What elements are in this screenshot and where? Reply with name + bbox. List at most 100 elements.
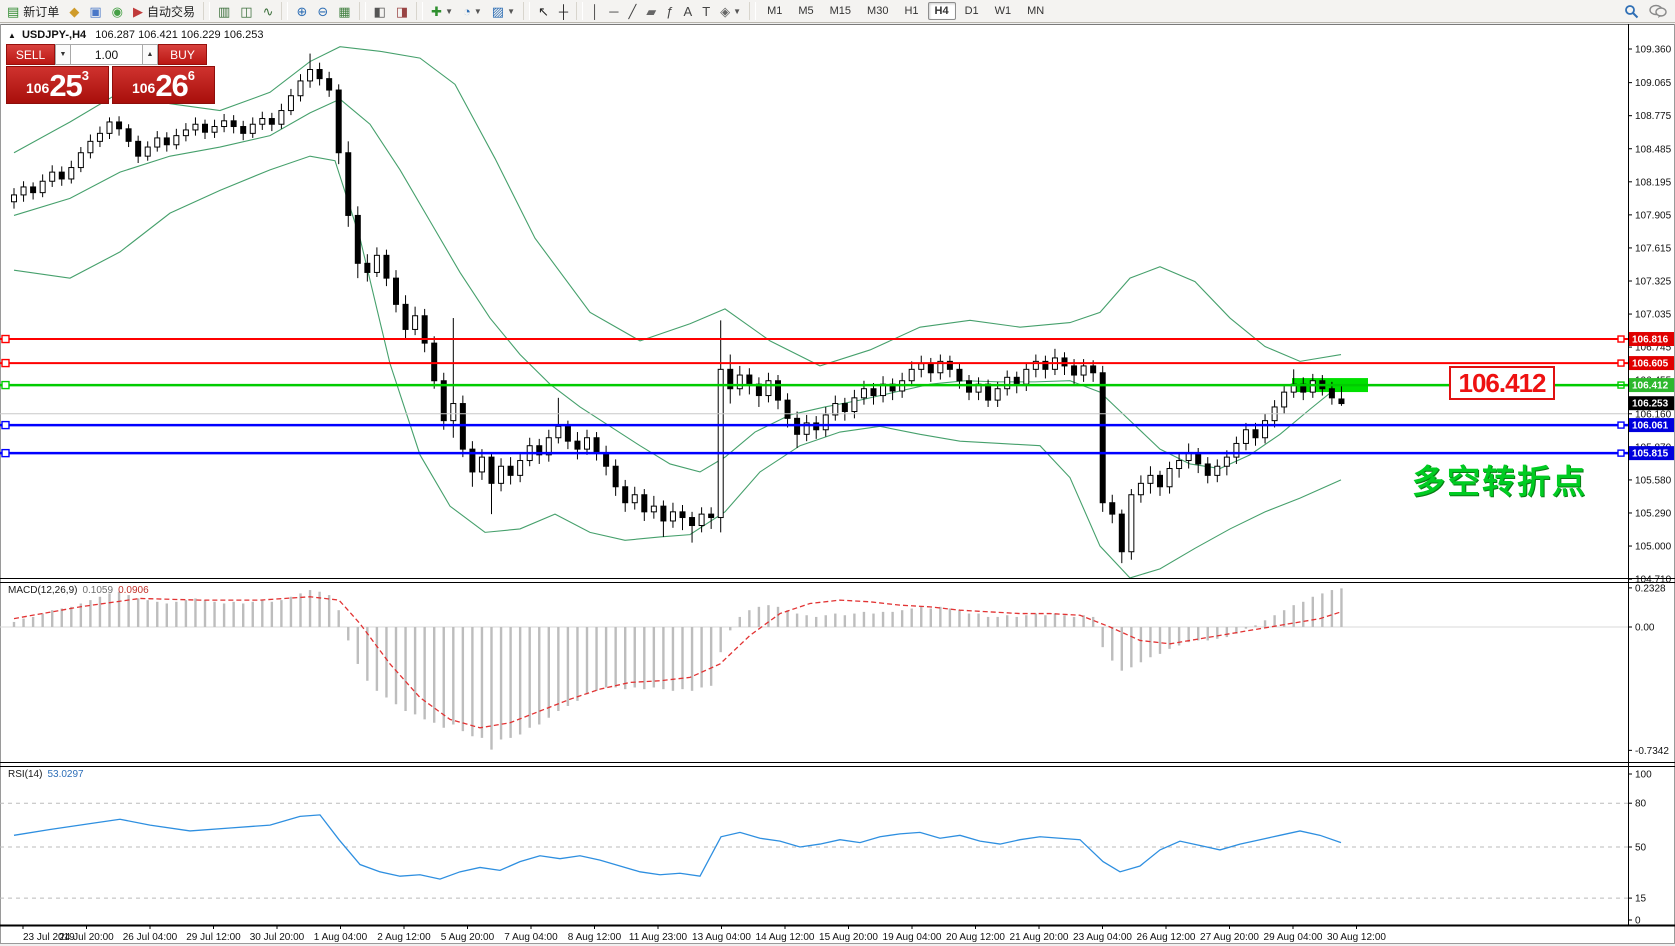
trendline-button[interactable]: ╱	[624, 0, 640, 22]
svg-text:105.815: 105.815	[1632, 449, 1669, 460]
dropdown-caret-icon[interactable]: ▼	[473, 6, 482, 16]
templates-button[interactable]: ▨ ▼	[488, 0, 519, 22]
toolbar: ▤ 新订单 ◆ ▣ ◉ ▶ 自动交易 ▥ ◫ ∿ ⊕ ⊖ ▦ ◧ ◨ ✚ ▼ ◔ ▼ ▨ ▼ ↖ ┼ │ ─ ╱ ▰ ƒ A T ◈ ▼ M1…	[0, 0, 1675, 23]
sell-button[interactable]: SELL	[6, 44, 55, 65]
svg-text:108.775: 108.775	[1635, 111, 1672, 122]
community-icon-button[interactable]: ▣	[85, 0, 105, 22]
text-button[interactable]: A	[680, 0, 697, 22]
volume-input[interactable]	[71, 44, 142, 65]
dropdown-caret-icon[interactable]: ▼	[507, 6, 515, 16]
channel-button[interactable]: ▰	[642, 0, 660, 22]
macd-signal-value: 0.0906	[118, 585, 149, 596]
bar-chart-button[interactable]: ▥	[214, 0, 234, 22]
templates-icon: ▨	[491, 3, 505, 19]
line-anchor-icon[interactable]	[1, 358, 10, 368]
svg-text:106.745: 106.745	[1635, 343, 1672, 354]
signals-icon-button[interactable]: ◉	[108, 0, 127, 22]
timeframe-button-M5[interactable]: M5	[798, 5, 814, 17]
timeframe-toolbar: M1 M5 M15 M30 H1 H4 D1 W1 MN	[759, 2, 1052, 20]
tile-windows-button[interactable]: ▦	[334, 0, 354, 22]
price-axis[interactable]: 109.360 109.065 108.775 108.485 108.195 107.9…	[1628, 24, 1674, 927]
auto-scroll-button[interactable]: ◧	[370, 0, 390, 22]
buy-price-display[interactable]: 106 26 6	[112, 66, 215, 104]
timeframe-button-W1[interactable]: W1	[994, 5, 1012, 17]
chat-icon[interactable]	[1649, 4, 1667, 19]
zoom-in-button[interactable]: ⊕	[292, 0, 311, 22]
chart-symbol-header: ▲ USDJPY-,H4 106.287 106.421 106.229 106…	[8, 29, 263, 41]
timeframe-button-H1[interactable]: H1	[904, 5, 919, 17]
time-label: 27 Aug 20:00	[1200, 932, 1259, 943]
bar-chart-icon: ▥	[217, 3, 231, 19]
market-icon-button[interactable]: ◆	[65, 0, 83, 22]
price-badge-105.815	[1629, 446, 1674, 461]
shift-chart-button[interactable]: ◨	[392, 0, 412, 22]
indicators-button[interactable]: ✚ ▼	[427, 0, 457, 22]
autotrading-button[interactable]: ▶ 自动交易	[129, 0, 199, 22]
timeframe-button-H4[interactable]: H4	[927, 2, 956, 20]
toolbar-left-group: ▤ 新订单 ◆ ▣ ◉ ▶ 自动交易 ▥ ◫ ∿ ⊕ ⊖ ▦ ◧ ◨ ✚ ▼ ◔ ▼ ▨ ▼ ↖ ┼ │ ─ ╱ ▰ ƒ A T ◈ ▼	[2, 0, 759, 22]
time-label: 24 Jul 20:00	[59, 932, 114, 943]
timeframe-button-M30[interactable]: M30	[867, 5, 889, 17]
arrows-button[interactable]: ◈ ▼	[716, 0, 745, 22]
periods-button[interactable]: ◔ ▼	[459, 0, 486, 22]
timeframe-button-M15[interactable]: M15	[829, 5, 852, 17]
time-label: 11 Aug 23:00	[629, 932, 688, 943]
time-label: 26 Aug 12:00	[1137, 932, 1196, 943]
timeframe-button-M1[interactable]: M1	[767, 5, 783, 17]
buy-button[interactable]: BUY	[158, 44, 207, 65]
symbol-collapse-icon[interactable]: ▲	[8, 31, 16, 40]
time-label: 23 Aug 04:00	[1073, 932, 1132, 943]
search-icon[interactable]	[1624, 4, 1639, 19]
zoom-out-button[interactable]: ⊖	[313, 0, 332, 22]
timeframe-button-MN[interactable]: MN	[1027, 5, 1045, 17]
dropdown-caret-icon[interactable]: ▼	[733, 6, 742, 16]
buy-price-prefix: 106	[131, 80, 156, 96]
line-anchor-icon[interactable]	[1, 448, 10, 458]
svg-text:50: 50	[1635, 843, 1647, 854]
sell-price-pip: 3	[81, 68, 90, 83]
line-anchor-icon[interactable]	[1617, 421, 1625, 429]
autotrading-icon: ▶	[132, 3, 143, 19]
hline-button[interactable]: ─	[605, 0, 622, 22]
fibonacci-button[interactable]: ƒ	[662, 0, 677, 22]
zoom-in-icon: ⊕	[296, 3, 308, 19]
line-anchor-icon[interactable]	[1617, 359, 1625, 367]
vline-button[interactable]: │	[587, 0, 603, 22]
time-label: 14 Aug 12:00	[756, 932, 815, 943]
dropdown-caret-icon[interactable]: ▼	[445, 6, 453, 16]
time-label: 26 Jul 04:00	[123, 932, 178, 943]
label-button[interactable]: T	[698, 0, 714, 22]
volume-down-button[interactable]: ▼	[55, 44, 71, 65]
svg-text:106.605: 106.605	[1632, 359, 1669, 370]
toolbar-divider	[523, 2, 530, 20]
svg-text:105.000: 105.000	[1635, 542, 1672, 553]
svg-text:109.065: 109.065	[1635, 78, 1672, 89]
svg-text:106.061: 106.061	[1632, 421, 1669, 432]
new-order-icon: ▤	[7, 3, 20, 19]
auto-scroll-icon: ◧	[373, 3, 386, 19]
line-anchor-icon[interactable]	[1, 334, 10, 344]
new-order-button[interactable]: ▤ 新订单	[3, 0, 63, 22]
sell-price-prefix: 106	[25, 80, 50, 96]
line-anchor-icon[interactable]	[1, 420, 10, 430]
symbol-ohlc-values: 106.287 106.421 106.229 106.253	[95, 29, 264, 41]
periods-icon: ◔	[463, 3, 471, 19]
sell-price-display[interactable]: 106 25 3	[6, 66, 109, 104]
rsi-line	[13, 814, 1342, 880]
line-anchor-icon[interactable]	[1617, 335, 1625, 343]
volume-up-button[interactable]: ▲	[142, 44, 158, 65]
zoom-out-icon: ⊖	[317, 3, 329, 19]
price-level-callout[interactable]: 106.412	[1449, 366, 1555, 400]
timeframe-button-D1[interactable]: D1	[964, 5, 979, 17]
cursor-button[interactable]: ↖	[534, 0, 553, 22]
time-label: 29 Jul 12:00	[186, 932, 241, 943]
line-anchor-icon[interactable]	[1, 380, 10, 390]
line-chart-button[interactable]: ∿	[259, 0, 278, 22]
macd-signal-line	[13, 596, 1342, 729]
crosshair-button[interactable]: ┼	[555, 0, 572, 22]
one-click-trade-panel: SELL ▼ ▲ BUY 106 25 3 106 26 6	[6, 44, 215, 104]
line-anchor-icon[interactable]	[1617, 449, 1625, 457]
candle-chart-button[interactable]: ◫	[236, 0, 256, 22]
